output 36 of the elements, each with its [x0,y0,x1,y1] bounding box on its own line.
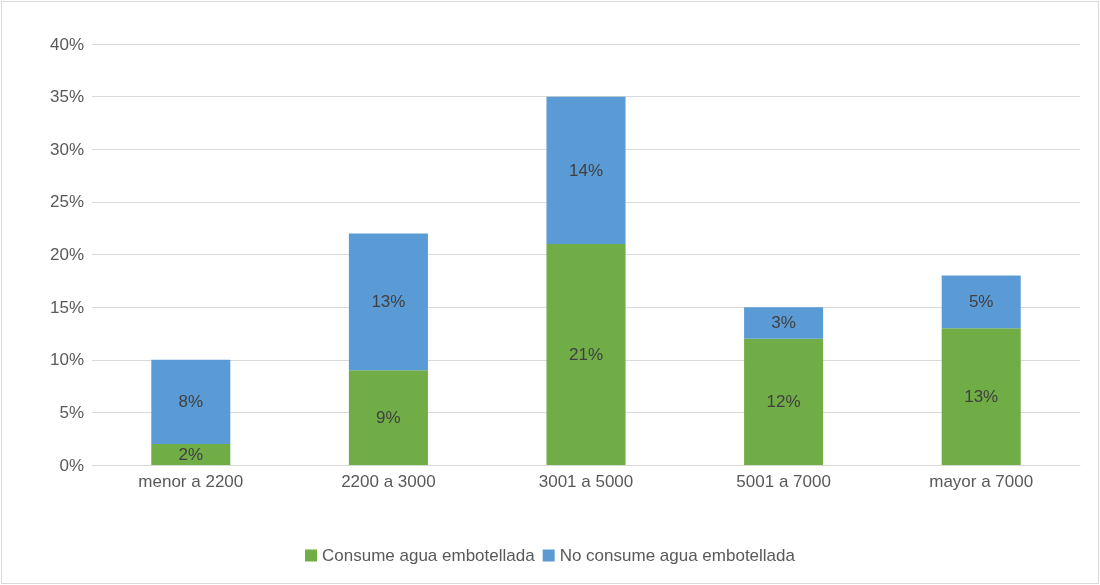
bar [941,275,1021,329]
data-label: 21% [568,344,604,364]
bar [744,338,824,465]
data-label: 13% [964,387,999,407]
bar [546,243,626,465]
x-tick-label: mayor a 7000 [929,472,1034,491]
legend-label: No consume agua embotellada [559,546,796,565]
x-tick-label: 5001 a 7000 [736,472,831,491]
y-tick-label: 10% [49,350,84,370]
y-tick-label: 5% [59,402,84,422]
data-label: 9% [376,408,401,428]
bar [151,359,231,444]
x-tick-label: 2200 a 3000 [341,472,436,491]
bar [348,370,428,465]
bar [151,443,231,465]
y-tick-label: 35% [49,87,84,107]
bar [744,307,824,339]
y-tick-label: 15% [49,297,84,317]
data-label: 8% [178,392,204,412]
data-label: 2% [178,444,204,464]
legend-label: Consume agua embotellada [322,546,536,565]
x-tick-label: 3001 a 5000 [538,472,634,491]
y-tick-label: 25% [49,192,84,212]
bar [546,96,626,244]
bar [941,328,1021,465]
data-label: 12% [766,392,801,412]
y-tick-label: 20% [49,245,84,264]
y-tick-label: 30% [49,139,84,159]
y-tick-label: 40% [49,34,84,54]
y-tick-label: 0% [59,455,84,475]
data-label: 3% [771,313,796,333]
data-label: 14% [568,160,604,180]
data-label: 13% [371,292,406,312]
x-tick-label: menor a 2200 [138,472,244,491]
bar [348,233,428,371]
data-label: 5% [968,292,994,312]
